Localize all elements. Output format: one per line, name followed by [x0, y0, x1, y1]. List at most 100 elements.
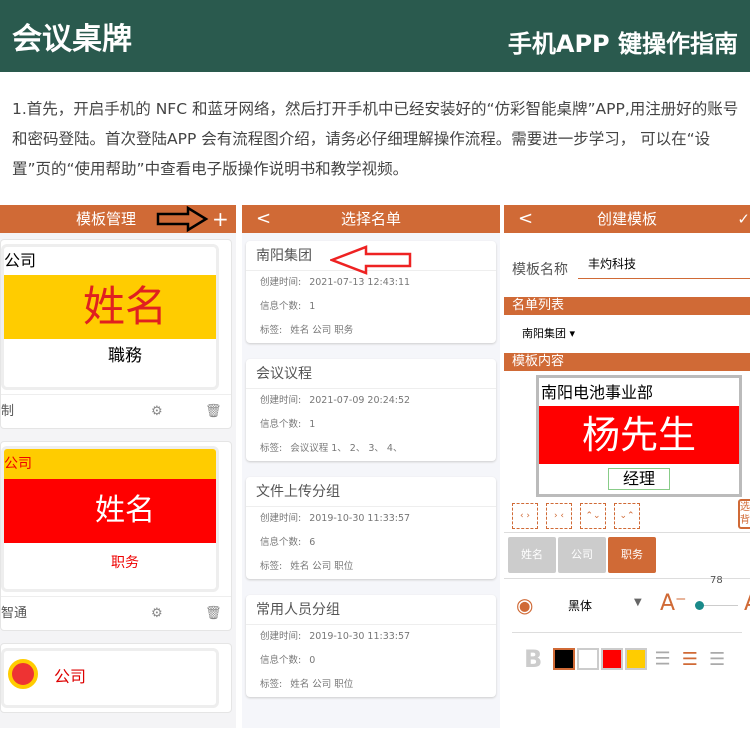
color-swatch[interactable]	[577, 648, 600, 670]
list-created: 创建时间: 2019-10-30 11:33:57	[246, 507, 496, 531]
card-footer: 智通 ⚙ 🗑	[1, 596, 231, 630]
intro-text: 1.首先，开启手机的 NFC 和蓝牙网络，然后打开手机中已经安装好的“仿彩智能桌…	[12, 100, 739, 178]
screen-title: 创建模板	[596, 210, 657, 228]
list-count: 信息个数: 6	[246, 531, 496, 555]
color-swatch[interactable]	[601, 648, 624, 670]
list-created: 创建时间: 2021-07-13 12:43:11	[246, 271, 496, 295]
list-selected: 南阳集团	[522, 327, 566, 340]
template-name-label: 模板名称	[512, 262, 568, 278]
color-swatch[interactable]	[625, 648, 648, 670]
template-card[interactable]: 公司 姓名 职务 智通 ⚙ 🗑	[0, 441, 232, 631]
screen-title: 选择名单	[340, 210, 401, 228]
align-toolbar: ‹ › › ‹ ⌃⌄ ⌄⌃ 选背	[504, 497, 750, 533]
list-created: 创建时间: 2019-10-30 11:33:57	[246, 625, 496, 649]
eye-icon[interactable]: ◉	[516, 593, 534, 617]
list-section-header: 名单列表	[504, 297, 750, 315]
shrink-vertical-icon[interactable]: ⌄⌃	[614, 503, 640, 529]
tags-label: 标签:	[260, 443, 283, 454]
field-tab-position[interactable]: 职务	[608, 537, 656, 573]
page-title: 会议桌牌	[12, 22, 132, 57]
list-name: 南阳集团	[246, 241, 496, 271]
badge-company: 公司	[4, 449, 216, 479]
count-value: 1	[309, 419, 316, 430]
background-button[interactable]: 选背	[738, 499, 750, 529]
badge-preview: 公司 姓名 職務	[1, 244, 219, 390]
tags-value: 姓名 公司 职务	[290, 325, 354, 336]
preview-name: 杨先生	[539, 406, 739, 464]
tags-value: 姓名 公司 职位	[290, 561, 354, 572]
list-card[interactable]: 常用人员分组 创建时间: 2019-10-30 11:33:57 信息个数: 0 标…	[246, 595, 496, 697]
align-left-icon[interactable]: ☰	[654, 648, 671, 670]
field-tab-company[interactable]: 公司	[558, 537, 606, 573]
count-value: 0	[309, 655, 316, 666]
list-name: 会议议程	[246, 359, 496, 389]
count-label: 信息个数:	[260, 655, 302, 666]
badge-position: 職務	[108, 346, 142, 366]
back-button[interactable]: <	[256, 208, 272, 229]
list-created: 创建时间: 2021-07-09 20:24:52	[246, 389, 496, 413]
template-card[interactable]: 公司 姓名 職務 制 ⚙ 🗑	[0, 239, 232, 429]
list-count: 信息个数: 0	[246, 649, 496, 673]
gear-icon[interactable]: ⚙	[151, 404, 163, 419]
field-tab-name[interactable]: 姓名	[508, 537, 556, 573]
list-dropdown[interactable]: 南阳集团 ▾	[522, 327, 576, 340]
count-label: 信息个数:	[260, 419, 302, 430]
font-increase-icon[interactable]: A	[744, 591, 750, 616]
created-value: 2021-07-13 12:43:11	[309, 277, 411, 288]
confirm-icon[interactable]: ✓	[737, 210, 750, 228]
select-list-screen: < 选择名单 南阳集团 创建时间: 2021-07-13 12:43:11 信息个…	[242, 205, 500, 728]
badge-preview: 南阳电池事业部 杨先生 经理	[536, 375, 742, 497]
add-template-button[interactable]: +	[212, 207, 229, 231]
expand-vertical-icon[interactable]: ⌃⌄	[580, 503, 606, 529]
content-section-header: 模板内容	[504, 353, 750, 371]
font-toolbar: ◉ 黑体 ▼ A⁻ 78 A	[512, 575, 750, 633]
list-card[interactable]: 会议议程 创建时间: 2021-07-09 20:24:52 信息个数: 1 标签:…	[246, 359, 496, 461]
tags-value: 姓名 公司 职位	[290, 679, 354, 690]
field-tabs: 姓名 公司 职务	[504, 533, 750, 579]
slider-handle[interactable]	[695, 601, 704, 610]
top-bar: 模板管理 +	[0, 205, 236, 233]
page-subtitle: 手机APP 键操作指南	[507, 30, 738, 58]
badge-preview: 公司 姓名 职务	[1, 446, 219, 592]
created-label: 创建时间:	[260, 395, 302, 406]
created-label: 创建时间:	[260, 513, 302, 524]
top-bar: < 创建模板 ✓	[504, 205, 750, 233]
badge-name: 姓名	[4, 275, 216, 339]
badge-company: 公司	[4, 251, 37, 270]
tags-label: 标签:	[260, 561, 283, 572]
align-right-icon[interactable]: ☰	[708, 648, 726, 670]
tags-value: 会议议程 1、 2、 3、 4、	[290, 443, 403, 454]
shrink-horizontal-icon[interactable]: › ‹	[546, 503, 572, 529]
badge-company: 公司	[54, 667, 87, 686]
font-select[interactable]: 黑体	[568, 599, 593, 613]
bold-icon[interactable]: B	[524, 645, 543, 673]
gear-icon[interactable]: ⚙	[151, 606, 163, 621]
align-center-icon[interactable]: ☰	[681, 648, 698, 670]
arrow-right-icon	[156, 206, 209, 232]
created-value: 2019-10-30 11:33:57	[309, 513, 411, 524]
emblem-icon	[8, 659, 38, 689]
back-button[interactable]: <	[518, 208, 534, 229]
list-card[interactable]: 文件上传分组 创建时间: 2019-10-30 11:33:57 信息个数: 6 标…	[246, 477, 496, 579]
template-name: 制	[1, 404, 15, 419]
chevron-down-icon[interactable]: ▼	[634, 597, 642, 608]
list-tags: 标签: 姓名 公司 职位	[246, 673, 496, 697]
count-value: 1	[309, 301, 316, 312]
arrow-left-icon	[330, 245, 412, 275]
list-tags: 标签: 姓名 公司 职务	[246, 319, 496, 343]
tags-label: 标签:	[260, 679, 283, 690]
font-size-value: 78	[710, 575, 723, 586]
font-decrease-icon[interactable]: A⁻	[660, 591, 687, 616]
expand-horizontal-icon[interactable]: ‹ ›	[512, 503, 538, 529]
preview-position: 经理	[607, 468, 670, 490]
count-label: 信息个数:	[260, 301, 302, 312]
list-tags: 标签: 会议议程 1、 2、 3、 4、	[246, 437, 496, 461]
color-swatch[interactable]	[553, 648, 576, 670]
list-card[interactable]: 南阳集团 创建时间: 2021-07-13 12:43:11 信息个数: 1 标签:…	[246, 241, 496, 343]
font-size-slider[interactable]	[698, 605, 738, 606]
trash-icon[interactable]: 🗑	[205, 606, 222, 621]
template-name-input[interactable]: 丰灼科技	[578, 255, 750, 279]
template-card[interactable]: 公司	[0, 643, 232, 713]
header-banner: 会议桌牌 手机APP 键操作指南	[0, 0, 750, 72]
trash-icon[interactable]: 🗑	[205, 404, 222, 419]
